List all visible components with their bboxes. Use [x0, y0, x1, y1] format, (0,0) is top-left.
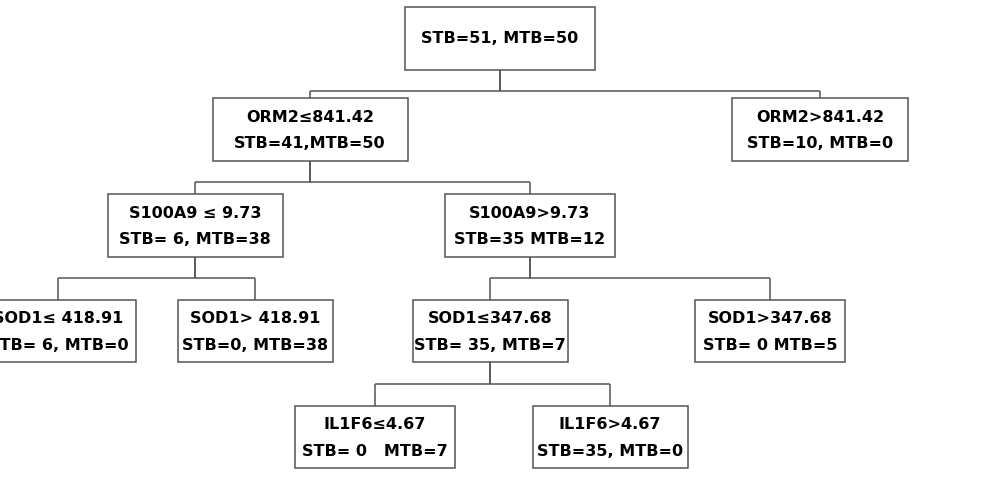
Text: SOD1>347.68: SOD1>347.68 [708, 311, 832, 326]
Text: STB= 0 MTB=5: STB= 0 MTB=5 [703, 338, 837, 353]
Text: SOD1≤ 418.91: SOD1≤ 418.91 [0, 311, 123, 326]
Text: S100A9>9.73: S100A9>9.73 [469, 205, 591, 221]
Text: STB=35, MTB=0: STB=35, MTB=0 [537, 444, 683, 459]
FancyBboxPatch shape [108, 194, 283, 257]
Text: STB=51, MTB=50: STB=51, MTB=50 [421, 31, 579, 46]
Text: STB=35 MTB=12: STB=35 MTB=12 [454, 232, 606, 248]
FancyBboxPatch shape [695, 300, 845, 362]
Text: IL1F6≤4.67: IL1F6≤4.67 [324, 417, 426, 432]
FancyBboxPatch shape [732, 98, 908, 161]
Text: STB= 6, MTB=0: STB= 6, MTB=0 [0, 338, 128, 353]
Text: SOD1> 418.91: SOD1> 418.91 [190, 311, 320, 326]
Text: IL1F6>4.67: IL1F6>4.67 [559, 417, 661, 432]
FancyBboxPatch shape [405, 7, 595, 70]
Text: STB=10, MTB=0: STB=10, MTB=0 [747, 136, 893, 152]
Text: ORM2>841.42: ORM2>841.42 [756, 109, 884, 125]
Text: S100A9 ≤ 9.73: S100A9 ≤ 9.73 [129, 205, 261, 221]
FancyBboxPatch shape [413, 300, 568, 362]
FancyBboxPatch shape [445, 194, 615, 257]
FancyBboxPatch shape [295, 406, 455, 468]
Text: STB= 0   MTB=7: STB= 0 MTB=7 [302, 444, 448, 459]
Text: STB=0, MTB=38: STB=0, MTB=38 [182, 338, 328, 353]
FancyBboxPatch shape [0, 300, 136, 362]
Text: STB=41,MTB=50: STB=41,MTB=50 [234, 136, 386, 152]
Text: SOD1≤347.68: SOD1≤347.68 [428, 311, 552, 326]
FancyBboxPatch shape [212, 98, 408, 161]
Text: ORM2≤841.42: ORM2≤841.42 [246, 109, 374, 125]
Text: STB= 35, MTB=7: STB= 35, MTB=7 [414, 338, 566, 353]
FancyBboxPatch shape [532, 406, 688, 468]
Text: STB= 6, MTB=38: STB= 6, MTB=38 [119, 232, 271, 248]
FancyBboxPatch shape [178, 300, 332, 362]
